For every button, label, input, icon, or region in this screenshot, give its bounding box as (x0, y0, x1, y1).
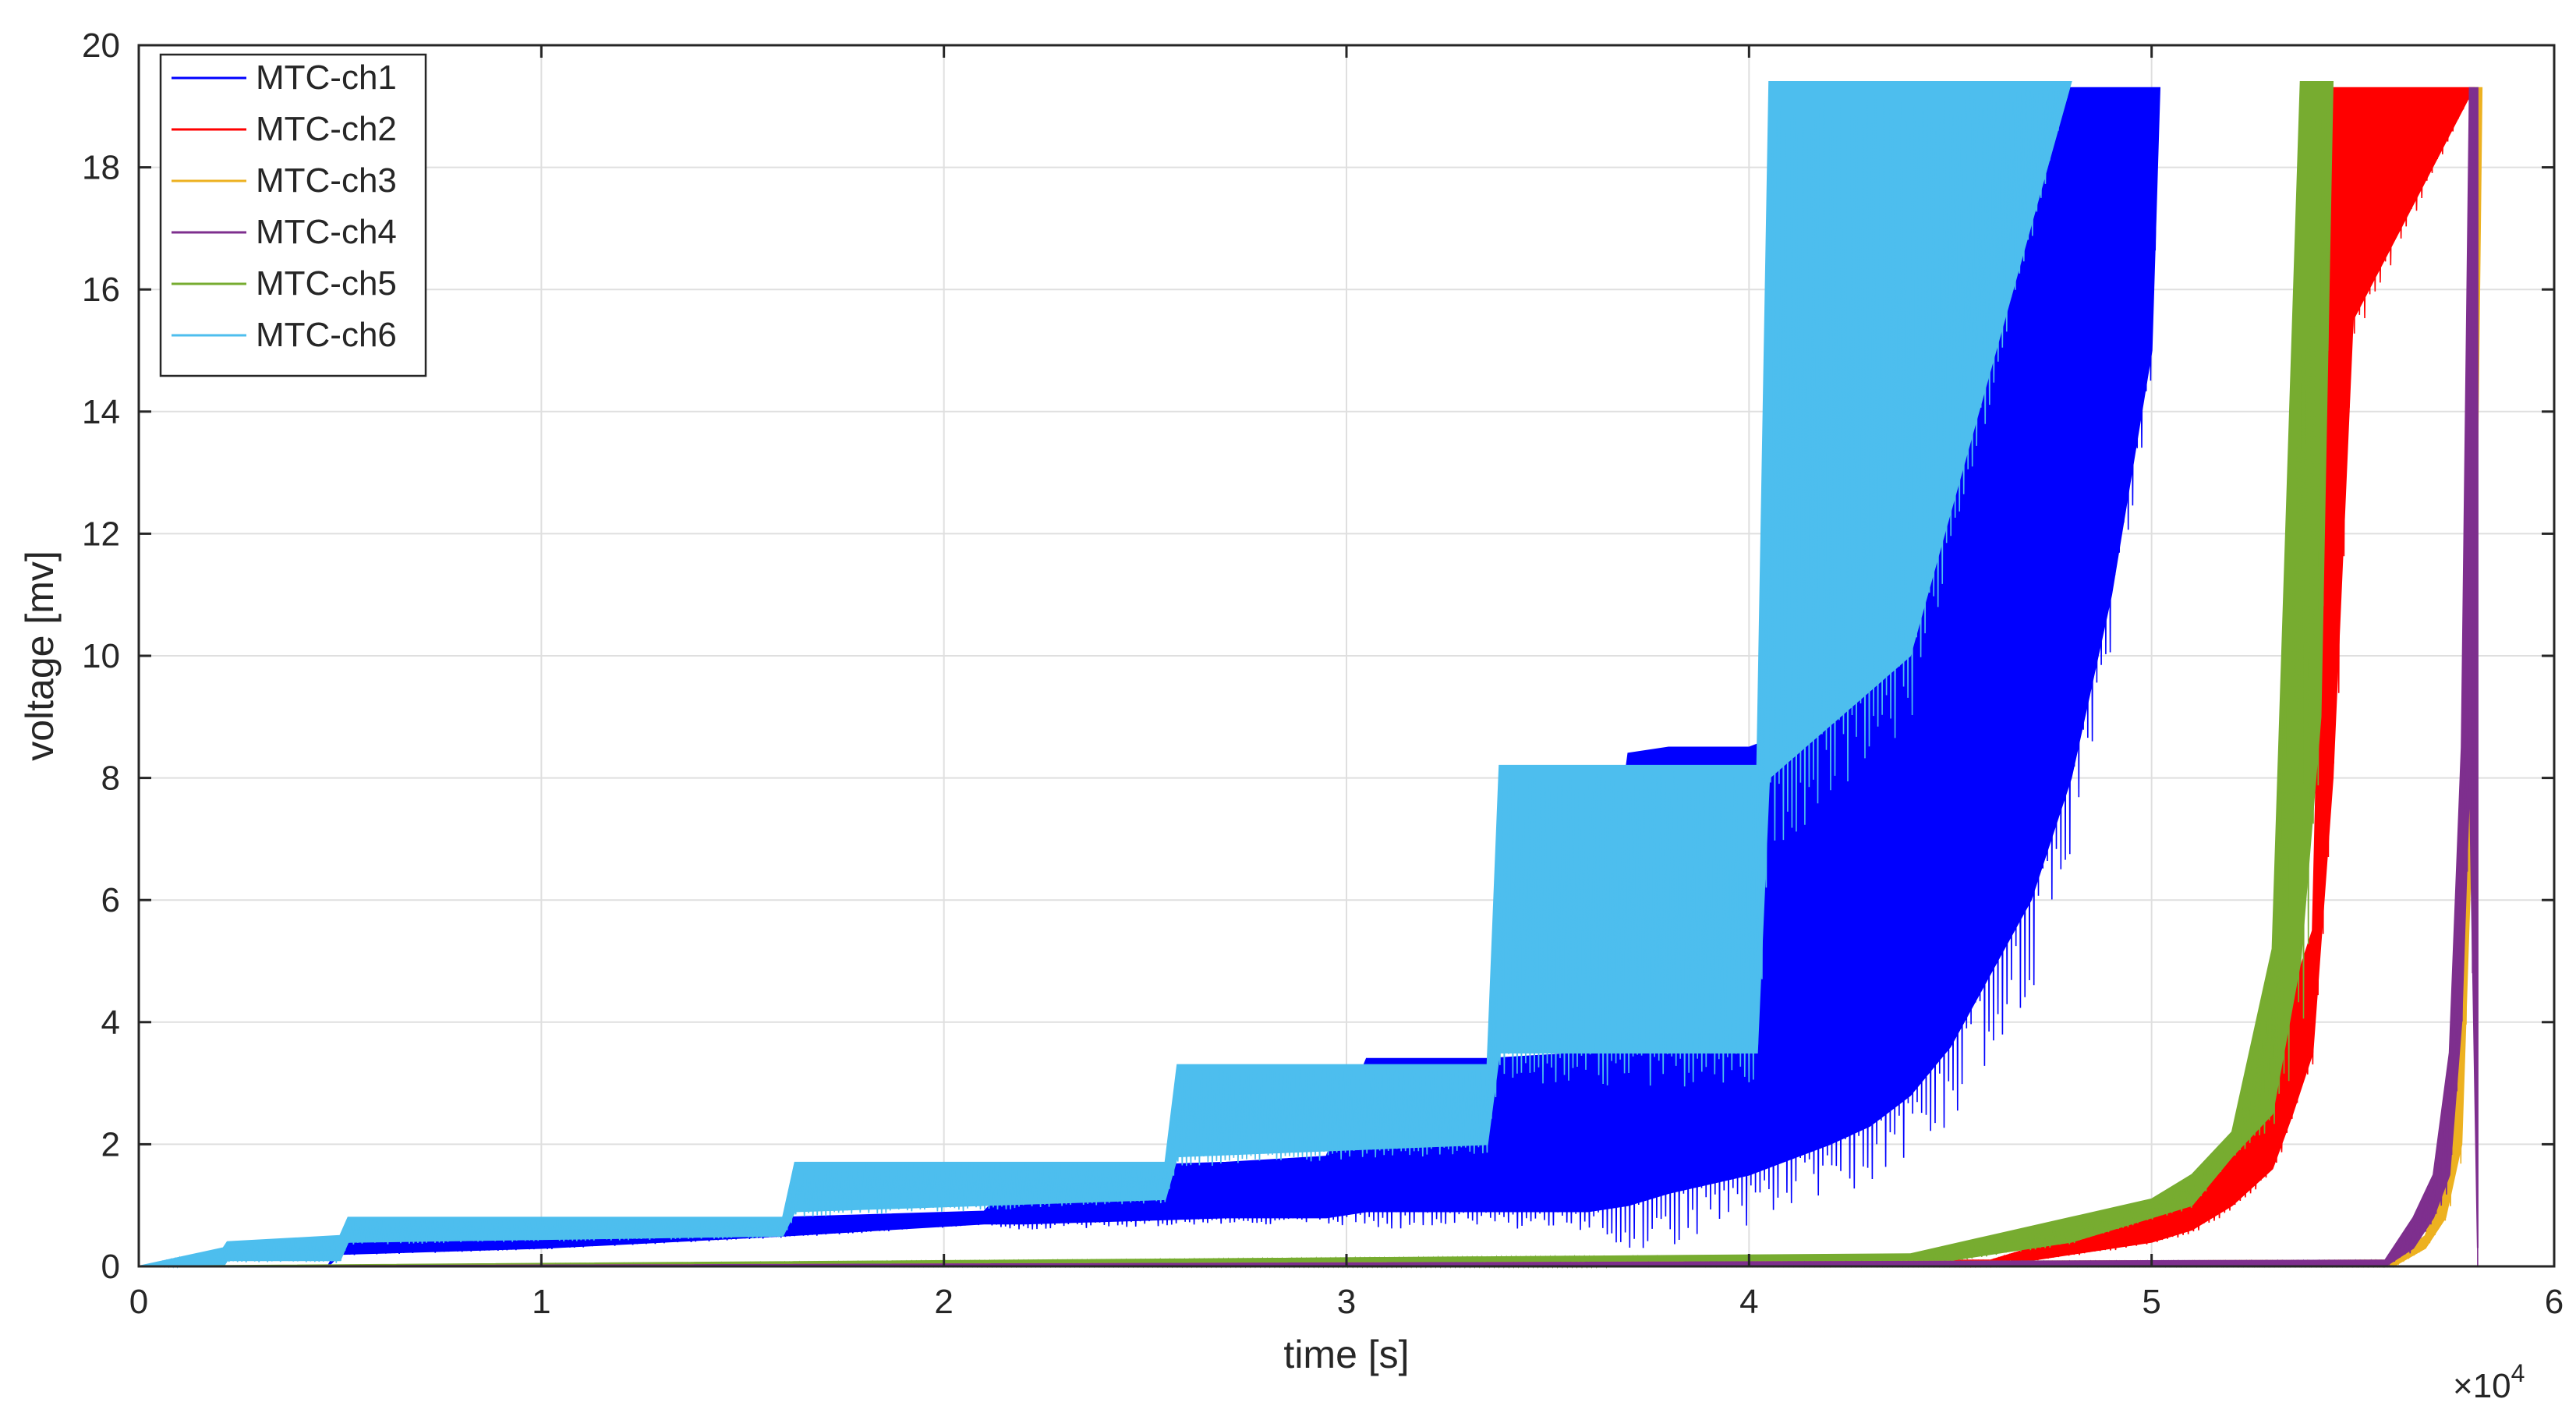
legend-entry: MTC-ch3 (256, 161, 397, 200)
legend-entry: MTC-ch1 (256, 58, 397, 97)
x-tick-label: 1 (532, 1283, 550, 1321)
series-layer (138, 81, 2483, 1270)
y-tick-label: 10 (82, 637, 120, 675)
grid (139, 45, 2554, 1266)
x-axis-label: time [s] (1283, 1333, 1409, 1376)
legend-entry: MTC-ch2 (256, 110, 397, 148)
legend-entry: MTC-ch4 (256, 213, 397, 251)
x-tick-label: 5 (2142, 1283, 2160, 1321)
y-tick-label: 18 (82, 149, 120, 187)
x-axis-exponent: ×104 (2453, 1359, 2525, 1405)
y-tick-label: 8 (101, 760, 120, 798)
legend-entry: MTC-ch5 (256, 264, 397, 303)
legend-entry: MTC-ch6 (256, 316, 397, 354)
y-tick-label: 0 (101, 1248, 120, 1286)
y-tick-label: 14 (82, 393, 120, 431)
y-tick-label: 20 (82, 27, 120, 65)
x-tick-label: 3 (1337, 1283, 1356, 1321)
y-tick-label: 2 (101, 1125, 120, 1163)
x-tick-label: 6 (2545, 1283, 2564, 1321)
y-tick-label: 6 (101, 881, 120, 919)
x-exponent-base: ×10 (2453, 1367, 2511, 1405)
x-exponent-power: 4 (2511, 1359, 2525, 1387)
x-tick-label: 0 (129, 1283, 148, 1321)
x-tick-label: 2 (934, 1283, 953, 1321)
legend: MTC-ch1 MTC-ch2 MTC-ch3 MTC-ch4 MTC-ch5 MTC-c… (159, 53, 427, 377)
legend-box (159, 53, 427, 377)
y-tick-label: 16 (82, 271, 120, 309)
x-tick-label: 4 (1739, 1283, 1758, 1321)
y-tick-label: 4 (101, 1004, 120, 1042)
series-band-MTC-ch4 (138, 87, 2479, 1267)
y-tick-label: 12 (82, 515, 120, 553)
series-trace-MTC-ch1 (139, 87, 2160, 1267)
series-trace-MTC-ch6 (138, 81, 2072, 1270)
y-axis-label: voltage [mv] (18, 551, 62, 761)
series-MTC-ch6 (138, 81, 2072, 1270)
